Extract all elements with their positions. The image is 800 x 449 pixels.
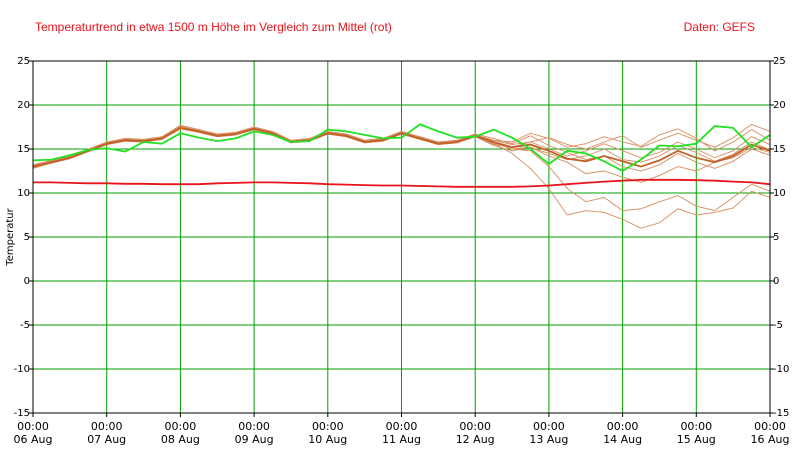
x-tick-label: 00:00 11 Aug [382,420,421,446]
y-tick-label-right: 5 [773,232,779,243]
y-tick-label: 5 [24,232,30,243]
y-tick-label: 20 [17,100,30,111]
series-line [33,178,771,188]
x-tick-label: 00:00 15 Aug [676,420,716,446]
x-tick-label: 00:00 09 Aug [234,420,274,446]
y-tick-label: 15 [17,144,30,155]
x-tick-label: 00:00 14 Aug [603,420,643,446]
y-axis-label: Temperatur [5,207,16,266]
x-tick-label: 00:00 13 Aug [529,420,569,446]
y-tick-label: -15 [14,408,30,419]
source: Daten: GEFS [684,20,755,34]
x-tick-label: 00:00 08 Aug [160,420,200,446]
x-tick-label: 00:00 16 Aug [750,420,790,446]
x-tick-label: 00:00 07 Aug [87,420,127,446]
x-tick-label: 00:00 12 Aug [455,420,495,446]
plot-border [32,60,771,414]
series-line [32,126,771,168]
y-tick-label-right: 25 [773,56,786,67]
chart-title: Temperaturtrend in etwa 1500 m Höhe im V… [35,20,392,34]
y-tick-label-right: 15 [773,144,786,155]
y-tick-label: 25 [17,56,30,67]
y-tick-label: -5 [20,320,30,331]
y-tick-label-right: 0 [773,276,779,287]
y-tick-label: -10 [14,364,30,375]
y-tick-label: 10 [17,188,30,199]
y-tick-label-right: 10 [773,188,786,199]
y-tick-label: 0 [24,276,30,287]
x-tick-label: 00:00 06 Aug [13,420,53,446]
x-tick-label: 00:00 10 Aug [308,420,348,446]
y-tick-label-right: 20 [773,100,786,111]
series-line [32,124,771,172]
series-line [32,123,771,173]
y-tick-label-right: -15 [773,408,789,419]
y-tick-label-right: -5 [773,320,783,331]
y-tick-label-right: -10 [773,364,789,375]
